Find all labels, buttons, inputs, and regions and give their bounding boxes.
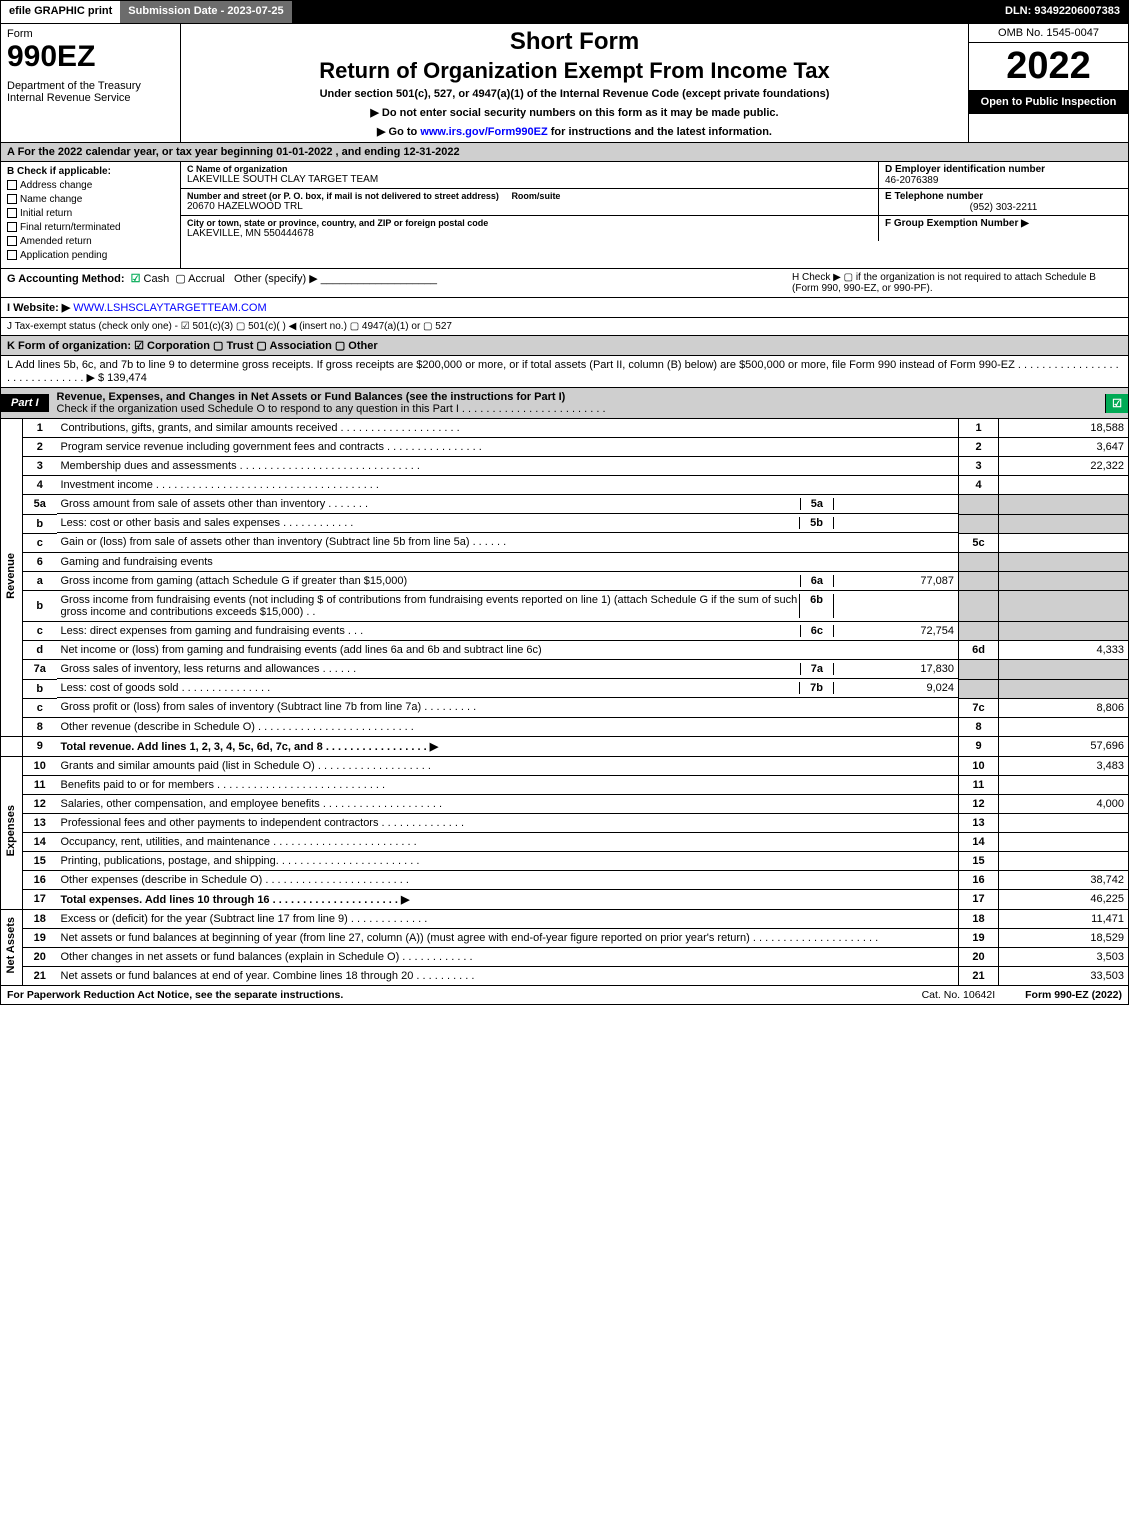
c-name: C Name of organization LAKEVILLE SOUTH C… (181, 162, 878, 188)
part-1-tag: Part I (1, 394, 49, 412)
section-l: L Add lines 5b, 6c, and 7b to line 9 to … (0, 356, 1129, 388)
city-value: LAKEVILLE, MN 550444678 (187, 228, 872, 239)
g-label: G Accounting Method: (7, 273, 128, 285)
c-street: Number and street (or P. O. box, if mail… (181, 189, 878, 215)
ln-1: 1 (23, 419, 57, 438)
check-icon: ☑ (131, 273, 141, 285)
omb-number: OMB No. 1545-0047 (969, 24, 1128, 43)
section-a: A For the 2022 calendar year, or tax yea… (0, 143, 1129, 162)
b-opt-4[interactable]: Amended return (7, 236, 174, 247)
note2-pre: ▶ Go to (377, 126, 420, 138)
org-name: LAKEVILLE SOUTH CLAY TARGET TEAM (187, 174, 872, 185)
website-link[interactable]: WWW.LSHSCLAYTARGETTEAM.COM (73, 302, 266, 314)
side-netassets: Net Assets (5, 917, 17, 973)
tax-year: 2022 (969, 43, 1128, 90)
inspection-badge: Open to Public Inspection (969, 90, 1128, 114)
form-subtitle: Under section 501(c), 527, or 4947(a)(1)… (187, 88, 962, 100)
b-opt-2[interactable]: Initial return (7, 208, 174, 219)
form-note-2: ▶ Go to www.irs.gov/Form990EZ for instru… (187, 125, 962, 138)
footer-right: Form 990-EZ (2022) (1025, 989, 1122, 1001)
top-bar: efile GRAPHIC print Submission Date - 20… (0, 0, 1129, 24)
irs-link[interactable]: www.irs.gov/Form990EZ (420, 126, 547, 138)
form-title-2: Return of Organization Exempt From Incom… (187, 58, 962, 84)
section-k: K Form of organization: ☑ Corporation ▢ … (0, 336, 1129, 356)
form-note-1: ▶ Do not enter social security numbers o… (187, 106, 962, 119)
part-1-sub: Check if the organization used Schedule … (57, 403, 606, 415)
section-b: B Check if applicable: Address change Na… (1, 162, 181, 268)
form-header: Form 990EZ Department of the Treasury In… (0, 24, 1129, 143)
d-ein: D Employer identification number 46-2076… (878, 162, 1128, 188)
b-opt-1[interactable]: Name change (7, 194, 174, 205)
section-j: J Tax-exempt status (check only one) - ☑… (0, 318, 1129, 336)
b-label: B Check if applicable: (7, 166, 174, 177)
b-opt-0[interactable]: Address change (7, 180, 174, 191)
street-value: 20670 HAZELWOOD TRL (187, 201, 872, 212)
form-number: 990EZ (7, 40, 174, 74)
submission-date-label: Submission Date - 2023-07-25 (120, 1, 291, 23)
part-1-header: Part I Revenue, Expenses, and Changes in… (0, 388, 1129, 419)
note2-post: for instructions and the latest informat… (548, 126, 772, 138)
b-opt-3[interactable]: Final return/terminated (7, 222, 174, 233)
form-word: Form (7, 28, 174, 40)
page-footer: For Paperwork Reduction Act Notice, see … (0, 986, 1129, 1005)
section-b-through-f: B Check if applicable: Address change Na… (0, 162, 1129, 269)
ein-value: 46-2076389 (885, 175, 1122, 186)
dln-label: DLN: 93492206007383 (997, 1, 1128, 23)
footer-left: For Paperwork Reduction Act Notice, see … (7, 989, 922, 1001)
phone-value: (952) 303-2211 (885, 202, 1122, 213)
section-i: I Website: ▶WWW.LSHSCLAYTARGETTEAM.COM (0, 298, 1129, 318)
section-g-h: G Accounting Method: ☑ Cash ▢ Accrual Ot… (0, 269, 1129, 298)
section-h: H Check ▶ ▢ if the organization is not r… (792, 272, 1122, 294)
dept-label: Department of the Treasury Internal Reve… (7, 80, 174, 104)
e-phone: E Telephone number (952) 303-2211 (878, 189, 1128, 215)
form-title-1: Short Form (187, 28, 962, 56)
side-expenses: Expenses (5, 805, 17, 856)
part-1-table: Revenue 1Contributions, gifts, grants, a… (0, 419, 1129, 986)
part-1-title: Revenue, Expenses, and Changes in Net As… (57, 391, 566, 403)
c-city: City or town, state or province, country… (181, 216, 878, 241)
f-group: F Group Exemption Number ▶ (878, 216, 1128, 241)
b-opt-5[interactable]: Application pending (7, 250, 174, 261)
side-revenue: Revenue (5, 553, 17, 599)
footer-cat: Cat. No. 10642I (922, 989, 996, 1001)
efile-print-label[interactable]: efile GRAPHIC print (1, 1, 120, 23)
part-1-check[interactable]: ☑ (1105, 394, 1128, 413)
